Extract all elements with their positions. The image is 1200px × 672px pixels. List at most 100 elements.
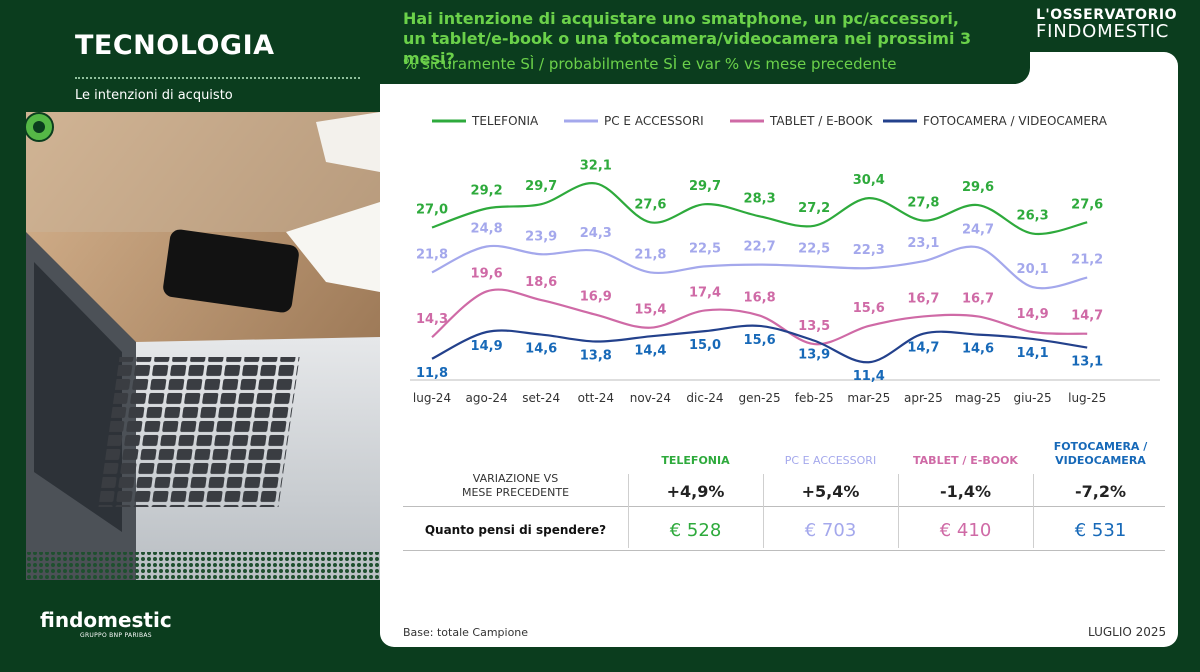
row-label-variazione-line1: VARIAZIONE VS	[472, 472, 559, 485]
question-line-1: Hai intenzione di acquistare uno smatpho…	[403, 9, 959, 28]
series-line	[431, 288, 1088, 346]
data-label: 29,7	[525, 179, 557, 194]
data-label: 29,6	[962, 180, 994, 195]
series-line	[431, 182, 1088, 236]
data-label: 22,5	[798, 241, 830, 256]
variation-fotocamera: -7,2%	[1074, 482, 1126, 501]
col-divider	[898, 474, 899, 548]
data-label: 14,6	[525, 342, 557, 357]
data-label: 21,8	[416, 247, 448, 262]
x-tick-label: ott-24	[578, 391, 614, 405]
data-label: 27,6	[1071, 197, 1103, 212]
laptop-photo	[26, 112, 380, 580]
eye-icon	[24, 112, 54, 142]
data-label: 27,8	[907, 196, 939, 211]
legend-label: FOTOCAMERA / VIDEOCAMERA	[923, 114, 1108, 128]
section-title: TECNOLOGIA	[75, 30, 275, 61]
x-tick-label: apr-25	[904, 391, 943, 405]
table-row-divider	[403, 506, 1165, 507]
data-label: 28,3	[744, 191, 776, 206]
spend-pc: € 703	[804, 520, 857, 541]
col-header-fotocamera-line2: VIDEOCAMERA	[1055, 454, 1146, 467]
title-divider	[75, 77, 360, 79]
col-divider	[628, 474, 629, 548]
spend-fotocamera: € 531	[1074, 520, 1127, 541]
x-tick-label: lug-25	[1068, 391, 1106, 405]
question-line-2: un tablet/e-book o una fotocamera/videoc…	[403, 29, 972, 68]
data-label: 16,8	[744, 291, 776, 306]
data-label: 15,6	[744, 333, 776, 348]
legend-label: PC E ACCESSORI	[604, 114, 704, 128]
legend-label: TABLET / E-BOOK	[769, 114, 874, 128]
data-label: 16,7	[907, 291, 939, 306]
data-label: 13,9	[798, 348, 830, 363]
data-label: 16,7	[962, 291, 994, 306]
data-label: 13,1	[1071, 355, 1103, 370]
base-note: Base: totale Campione	[403, 626, 529, 639]
data-label: 24,7	[962, 222, 994, 237]
data-label: 16,9	[580, 290, 612, 305]
data-label: 22,3	[853, 243, 885, 258]
row-label-variazione-line2: MESE PRECEDENTE	[461, 486, 570, 499]
series-line	[431, 324, 1088, 364]
col-header-tablet: TABLET / E-BOOK	[913, 454, 1018, 467]
brand-line-2: FINDOMESTIC	[1036, 21, 1170, 42]
data-label: 32,1	[580, 158, 612, 173]
data-label: 13,8	[580, 349, 612, 364]
variation-tablet: -1,4%	[939, 482, 991, 501]
x-tick-label: ago-24	[466, 391, 508, 405]
data-label: 22,7	[744, 240, 776, 255]
question-title: Hai intenzione di acquistare uno smatpho…	[403, 9, 1013, 69]
x-tick-label: lug-24	[413, 391, 451, 405]
col-header-pc: PC E ACCESSORI	[784, 454, 877, 467]
data-label: 24,3	[580, 226, 612, 241]
table-bottom-rule	[403, 550, 1165, 551]
legend-label: TELEFONIA	[471, 114, 539, 128]
logo-wordmark: findomestic	[40, 608, 172, 632]
x-tick-label: nov-24	[630, 391, 671, 405]
data-label: 14,9	[1017, 307, 1049, 322]
data-label: 21,2	[1071, 253, 1103, 268]
data-label: 20,1	[1017, 262, 1049, 277]
x-tick-label: feb-25	[795, 391, 834, 405]
data-label: 17,4	[689, 285, 721, 300]
data-label: 14,7	[1071, 309, 1103, 324]
row-label-spesa: Quanto pensi di spendere?	[424, 523, 607, 537]
col-header-fotocamera: FOTOCAMERA / VIDEOCAMERA	[1033, 440, 1168, 468]
section-subtitle: Le intenzioni di acquisto	[75, 88, 233, 103]
variation-pc: +5,4%	[801, 482, 860, 501]
data-label: 14,9	[471, 339, 503, 354]
x-tick-label: gen-25	[738, 391, 780, 405]
data-label: 14,4	[634, 343, 666, 358]
data-label: 15,4	[634, 303, 666, 318]
x-tick-label: giu-25	[1014, 391, 1052, 405]
data-label: 15,6	[853, 301, 885, 316]
data-label: 19,6	[471, 266, 503, 281]
data-label: 23,9	[525, 229, 557, 244]
logo-tagline: GRUPPO BNP PARIBAS	[80, 632, 152, 639]
data-label: 11,4	[853, 369, 885, 384]
data-label: 27,0	[416, 203, 448, 218]
findomestic-logo: findomestic GRUPPO BNP PARIBAS	[40, 608, 172, 639]
line-chart: TELEFONIA PC E ACCESSORI TABLET / E-BOOK FO…	[410, 114, 1160, 405]
variation-telefonia: +4,9%	[666, 482, 725, 501]
data-label: 22,5	[689, 241, 721, 256]
data-label: 14,7	[907, 341, 939, 356]
col-divider	[763, 474, 764, 548]
data-label: 30,4	[853, 173, 885, 188]
series-line	[431, 244, 1088, 290]
col-divider	[1033, 474, 1034, 548]
data-label: 11,8	[416, 366, 448, 381]
chart-card	[380, 52, 1178, 647]
data-label: 26,3	[1017, 209, 1049, 224]
x-tick-label: mag-25	[955, 391, 1001, 405]
data-label: 27,2	[798, 201, 830, 216]
data-label: 18,6	[525, 275, 557, 290]
x-tick-label: set-24	[522, 391, 560, 405]
x-tick-label: mar-25	[847, 391, 890, 405]
data-label: 14,3	[416, 312, 448, 327]
data-label: 23,1	[907, 236, 939, 251]
spend-tablet: € 410	[939, 520, 992, 541]
report-date: LUGLIO 2025	[1088, 625, 1167, 639]
data-label: 24,8	[471, 222, 503, 237]
